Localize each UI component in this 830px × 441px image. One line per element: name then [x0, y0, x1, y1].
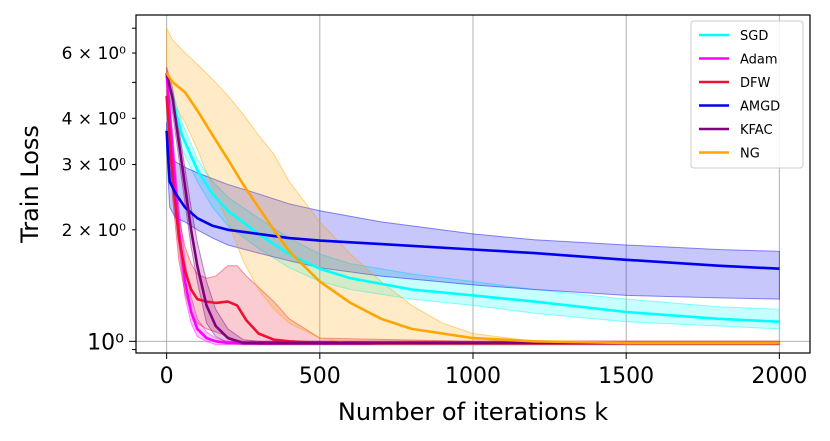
kfac-band [166, 66, 780, 346]
adam-band [166, 66, 780, 346]
legend-label-sgd: SGD [740, 29, 768, 44]
sgd-line [165, 75, 780, 323]
y-tick-label: 2 × 10⁰ [62, 221, 126, 241]
x-tick-label: 1000 [445, 364, 501, 389]
y-axis-ticks: 10⁰ 2 × 10⁰ 3 × 10⁰ 4 × 10⁰ 6 × 10⁰ [62, 27, 136, 355]
confidence-bands [166, 27, 780, 346]
y-tick-label: 10⁰ [87, 330, 124, 355]
legend-label-dfw: DFW [740, 76, 770, 91]
legend-label-ng: NG [740, 147, 760, 162]
x-tick-label: 1500 [598, 364, 654, 389]
y-axis-label: Train Loss [16, 125, 44, 244]
grid-lines [136, 15, 810, 353]
amgd-band [166, 122, 780, 300]
sgd-band [166, 72, 780, 330]
x-tick-label: 500 [299, 364, 341, 389]
y-tick-label: 3 × 10⁰ [62, 156, 126, 176]
series-lines [165, 72, 780, 345]
legend-label-adam: Adam [740, 53, 778, 68]
y-tick-label: 6 × 10⁰ [62, 44, 126, 64]
amgd-line [165, 130, 780, 270]
ng-line [165, 72, 780, 345]
ng-band [166, 27, 780, 346]
legend: SGD Adam DFW AMGD KFAC NG [690, 20, 804, 169]
x-tick-label: 2000 [751, 364, 807, 389]
legend-label-kfac: KFAC [740, 123, 773, 138]
legend-label-amgd: AMGD [740, 100, 780, 115]
y-tick-label: 4 × 10⁰ [62, 109, 126, 129]
x-axis-ticks: 0 500 1000 1500 2000 [160, 353, 807, 389]
x-tick-label: 0 [160, 364, 174, 389]
dfw-band [166, 88, 780, 346]
x-axis-label: Number of iterations k [338, 398, 608, 426]
kfac-line [165, 72, 780, 345]
